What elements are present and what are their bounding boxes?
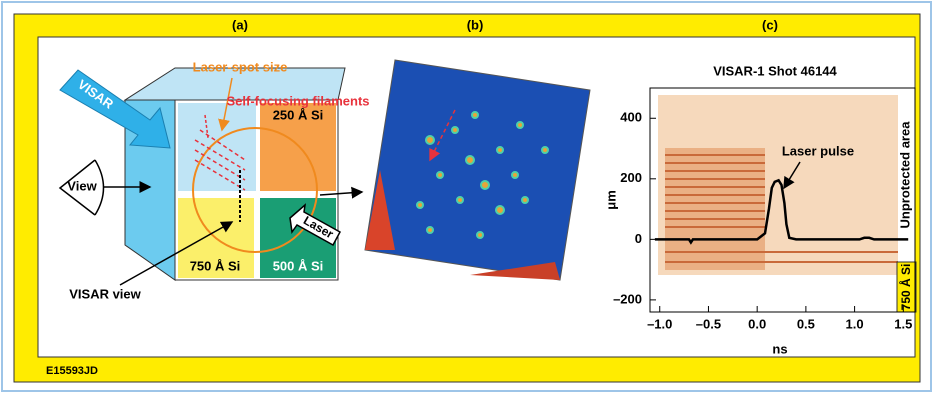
annotation: 750 Å Si [898, 264, 913, 311]
y-tick-label: 0 [635, 231, 642, 246]
figure: (a) (b) (c) E15593JD VISAR View Laser La… [0, 0, 934, 394]
label: 500 Å Si [273, 258, 324, 273]
label: Laser-spot size [193, 59, 288, 74]
annotation: Laser pulse [782, 143, 854, 158]
y-tick-label: 200 [620, 170, 642, 185]
x-tick-label: 1.0 [846, 316, 864, 331]
label: View [67, 178, 97, 193]
x-axis-label: ns [772, 341, 787, 356]
y-tick-label: –200 [613, 291, 642, 306]
label: Self-focusing filaments [226, 93, 369, 108]
x-tick-label: 0.0 [748, 316, 766, 331]
streak-image [658, 95, 898, 275]
panel-label: (b) [467, 17, 484, 32]
figure-code: E15593JD [46, 365, 98, 377]
x-tick-label: 0.5 [797, 316, 815, 331]
label: 750 Å Si [190, 258, 241, 273]
panel-label: (a) [232, 17, 248, 32]
label: VISAR view [69, 286, 141, 301]
x-tick-label: –0.5 [696, 316, 721, 331]
chart-title: VISAR-1 Shot 46144 [713, 63, 837, 78]
image-frame [365, 60, 590, 280]
panel-label: (c) [762, 17, 778, 32]
y-axis-label: μm [603, 190, 618, 210]
page: {"figure": {"panels": ["(a)", "(b)", "(c… [0, 0, 934, 394]
x-tick-label: –1.0 [647, 316, 672, 331]
annotation: Unprotected area [897, 121, 912, 229]
label: 250 Å Si [273, 107, 324, 122]
quadrant [178, 103, 256, 191]
filament-image [365, 60, 590, 280]
y-tick-label: 400 [620, 110, 642, 125]
x-tick-label: 1.5 [894, 316, 912, 331]
